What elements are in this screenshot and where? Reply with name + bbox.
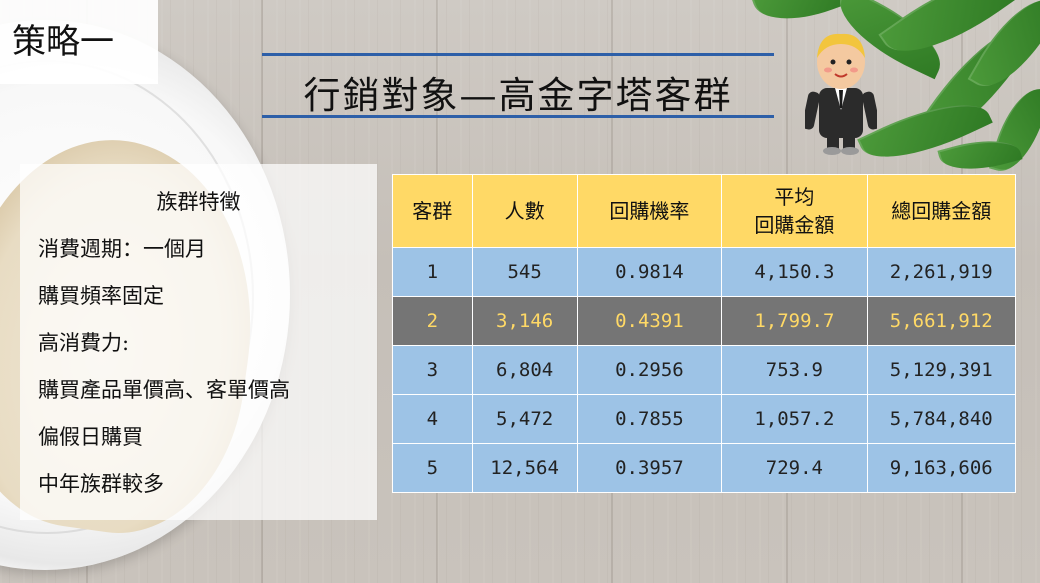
header-repurchase-rate: 回購機率 [576, 174, 723, 248]
table-header-row: 客群 人數 回購機率 平均回購金額 總回購金額 [392, 174, 1017, 248]
cell-avg: 1,799.7 [721, 296, 868, 346]
customer-group-table: 客群 人數 回購機率 平均回購金額 總回購金額 1 545 0.9814 4,1… [392, 174, 1017, 493]
cell-group: 4 [392, 394, 473, 444]
cell-total: 2,261,919 [866, 247, 1017, 297]
cell-count: 545 [471, 247, 578, 297]
cell-group: 3 [392, 345, 473, 395]
info-item: 偏假日購買 [38, 425, 143, 449]
cell-total: 9,163,606 [866, 443, 1017, 493]
header-group: 客群 [392, 174, 473, 248]
cell-avg: 1,057.2 [721, 394, 868, 444]
info-item: 高消費力: [38, 331, 130, 355]
page-title: 行銷對象—高金字塔客群 [303, 74, 733, 117]
cell-rate: 0.3957 [576, 443, 723, 493]
header-avg-repurchase: 平均 回購金額 [721, 174, 868, 248]
info-heading: 族群特徵 [156, 190, 241, 214]
cell-group: 5 [392, 443, 473, 493]
cell-rate: 0.4391 [576, 296, 723, 346]
cell-rate: 0.9814 [576, 247, 723, 297]
table-row: 5 12,564 0.3957 729.4 9,163,606 [392, 443, 1017, 493]
strategy-label: 策略一 [0, 0, 158, 84]
title-block: 行銷對象—高金字塔客群 [262, 53, 774, 119]
title-top-line [262, 53, 774, 56]
cell-group: 2 [392, 296, 473, 346]
cell-avg: 4,150.3 [721, 247, 868, 297]
cell-rate: 0.2956 [576, 345, 723, 395]
header-count: 人數 [471, 174, 578, 248]
cell-total: 5,784,840 [866, 394, 1017, 444]
cell-rate: 0.7855 [576, 394, 723, 444]
cell-count: 12,564 [471, 443, 578, 493]
header-avg-line1: 平均 [774, 185, 815, 209]
table-row-highlighted: 2 3,146 0.4391 1,799.7 5,661,912 [392, 296, 1017, 346]
cell-group: 1 [392, 247, 473, 297]
info-item: 購買頻率固定 [38, 284, 164, 308]
info-item: 購買產品單價高、客單價高 [38, 378, 290, 402]
cell-avg: 729.4 [721, 443, 868, 493]
cell-count: 6,804 [471, 345, 578, 395]
header-total-repurchase: 總回購金額 [866, 174, 1017, 248]
table-row: 3 6,804 0.2956 753.9 5,129,391 [392, 345, 1017, 395]
info-item: 消費週期：一個月 [38, 237, 206, 261]
info-item: 中年族群較多 [38, 472, 164, 496]
cell-total: 5,661,912 [866, 296, 1017, 346]
cell-total: 5,129,391 [866, 345, 1017, 395]
info-panel: 族群特徵 消費週期：一個月 購買頻率固定 高消費力: 購買產品單價高、客單價高 … [20, 164, 377, 520]
cell-count: 5,472 [471, 394, 578, 444]
cell-count: 3,146 [471, 296, 578, 346]
title-bottom-line [262, 115, 774, 118]
cell-avg: 753.9 [721, 345, 868, 395]
table-row: 4 5,472 0.7855 1,057.2 5,784,840 [392, 394, 1017, 444]
header-avg-line2: 回購金額 [754, 213, 835, 237]
table-row: 1 545 0.9814 4,150.3 2,261,919 [392, 247, 1017, 297]
businessman-icon [805, 33, 877, 155]
